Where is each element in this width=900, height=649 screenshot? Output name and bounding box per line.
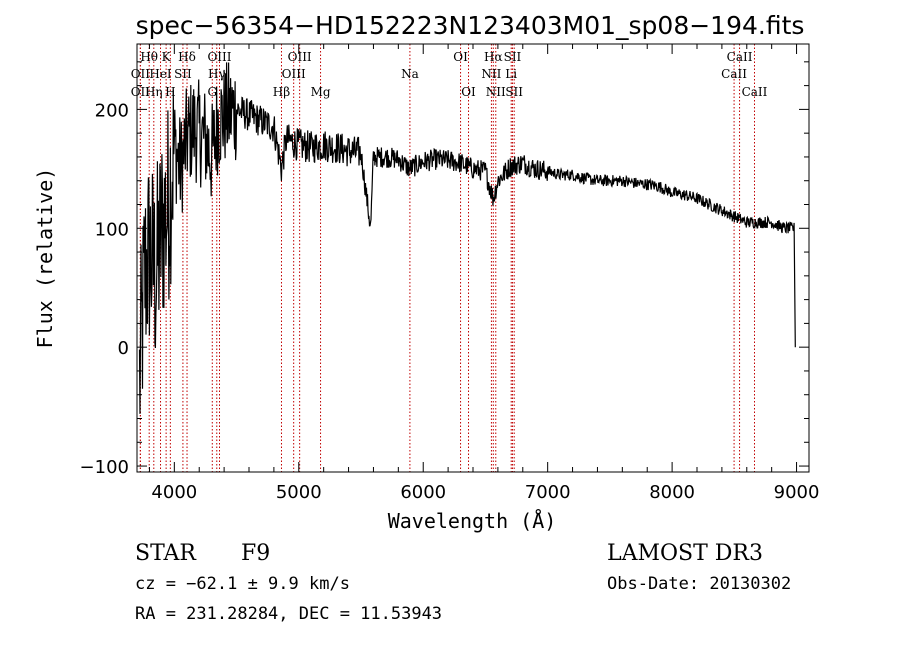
line-marker-label-25: CaII [727,50,753,64]
line-marker-label-26: CaII [721,67,747,81]
coordinates-readout: RA = 231.28284, DEC = 11.53943 [135,604,442,624]
x-tick-label-5: 9000 [774,482,820,503]
redshift-readout: cz = −62.1 ± 9.9 km/s [135,574,350,594]
line-marker-label-8: Hδ [178,50,196,64]
line-marker-label-6: H [165,85,175,99]
line-marker-label-13: OIII [282,67,306,81]
line-marker-label-10: Hγ [208,67,226,81]
line-marker-label-5: K [162,50,172,64]
object-class: STAR [135,541,197,566]
x-tick-label-0: 4000 [151,482,197,503]
line-marker-label-20: NII [481,67,501,81]
line-marker-label-11: G [207,85,217,99]
line-marker-group [139,44,755,472]
line-marker-label-12: Hβ [273,85,290,99]
y-tick-label-0: −100 [80,457,129,478]
line-marker-label-14: OIII [288,50,312,64]
line-marker-label-24: SII [505,85,523,99]
x-tick-label-4: 8000 [649,482,695,503]
y-tick-label-1: 0 [118,338,129,359]
obs-date: Obs-Date: 20130302 [607,574,791,594]
line-marker-label-18: OI [461,85,476,99]
y-tick-label-2: 100 [95,219,129,240]
line-marker-label-17: OI [453,50,468,64]
line-marker-label-1: OII [131,67,151,81]
line-marker-label-19: Hα [484,50,503,64]
object-subclass: F9 [241,541,270,566]
line-marker-label-3: Hη [145,85,163,99]
axis-ticks [137,44,809,472]
axis-tick-labels: 4000 5000 6000 7000 8000 9000 −100 0 100 200 [80,100,820,503]
line-marker-label-15: Mg [311,85,331,99]
line-marker-label-23: Li [505,67,517,81]
x-axis-label: Wavelength (Å) [388,509,557,533]
y-axis-label: Flux (relative) [33,168,57,349]
line-marker-label-0: Hθ [140,50,158,64]
line-marker-label-7: SII [174,67,192,81]
line-marker-label-9: OIII [207,50,231,64]
survey-name: LAMOST DR3 [607,541,763,566]
x-tick-label-2: 6000 [400,482,446,503]
line-marker-label-21: NII [486,85,506,99]
x-tick-label-1: 5000 [276,482,322,503]
line-marker-label-27: CaII [742,85,768,99]
line-marker-label-4: HeI [149,67,172,81]
x-tick-label-3: 7000 [525,482,571,503]
line-marker-label-22: SII [504,50,522,64]
y-tick-label-3: 200 [95,100,129,121]
spectrum-line [138,62,796,414]
line-marker-label-2: OII [131,85,151,99]
chart-title: spec−56354−HD152223N123403M01_sp08−194.f… [136,11,805,40]
line-marker-label-16: Na [401,67,419,81]
